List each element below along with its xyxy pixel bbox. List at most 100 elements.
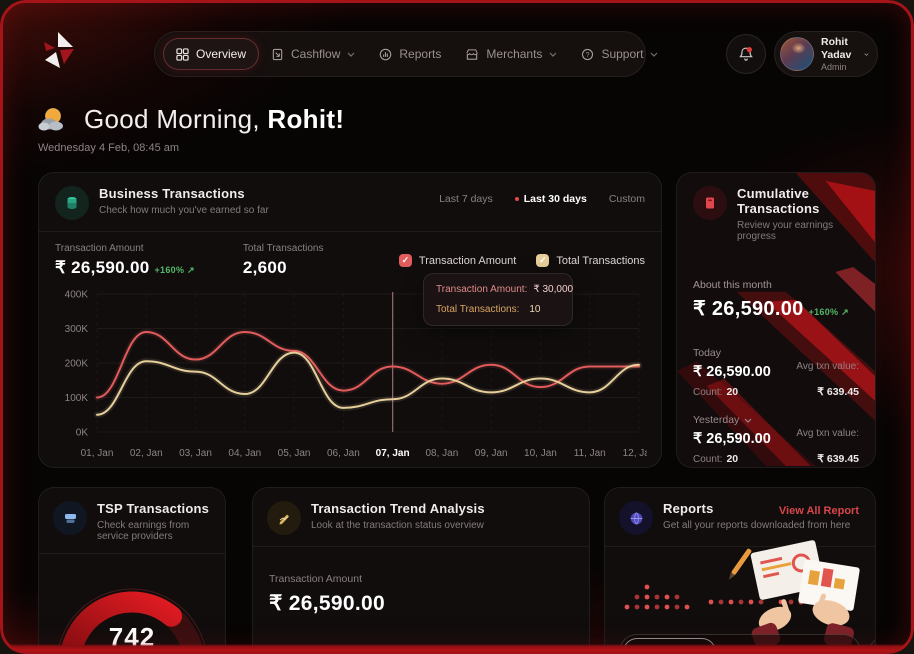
gst-invoices-bar: Gst Invoices <box>619 634 875 654</box>
svg-text:05, Jan: 05, Jan <box>278 448 311 459</box>
nav-item-overview[interactable]: Overview <box>163 38 260 70</box>
cumulative-transactions-card: Cumulative Transactions Review your earn… <box>676 172 876 468</box>
yesterday-count: Count: 20 <box>693 453 739 465</box>
today-count: Count: 20 <box>693 386 739 398</box>
support-icon: ? <box>582 48 594 60</box>
delta-badge: +160% ↗ <box>808 307 849 317</box>
legend-transaction-amount[interactable]: ✓ Transaction Amount <box>398 254 516 267</box>
nav-item-reports[interactable]: Reports <box>367 39 453 69</box>
card-subtitle: Review your earnings progress <box>737 220 834 242</box>
main-nav: Overview Cashflow Reports Merchan <box>154 31 658 77</box>
avatar <box>780 37 814 71</box>
globe-icon <box>619 501 653 535</box>
today-label: Today <box>693 347 722 359</box>
today-amount: ₹ 26,590.00 <box>693 364 771 380</box>
tooltip-count-value: 10 <box>529 304 541 315</box>
stat-transaction-amount: Transaction Amount ₹ 26,590.00 +160% ↗ <box>55 243 195 278</box>
card-subtitle: Get all your reports downloaded from her… <box>663 520 851 531</box>
bell-icon <box>739 46 753 61</box>
svg-text:100K: 100K <box>65 393 89 404</box>
range-custom[interactable]: Custom <box>608 193 645 205</box>
chevron-down-icon <box>744 418 752 423</box>
card-title: Business Transactions <box>99 186 245 201</box>
chevron-down-icon <box>864 52 869 56</box>
card-subtitle: Look at the transaction status overview <box>311 520 484 531</box>
user-role: Admin <box>821 62 847 73</box>
card-title: Reports <box>663 501 714 516</box>
divider <box>253 546 589 547</box>
legend-total-transactions[interactable]: ✓ Total Transactions <box>536 254 645 267</box>
card-title: Transaction Trend Analysis <box>311 501 485 516</box>
delta-badge: +160% ↗ <box>154 265 195 275</box>
checkbox-checked-icon: ✓ <box>536 254 550 267</box>
tooltip-count-label: Total Transactions: <box>436 304 520 315</box>
svg-text:09, Jan: 09, Jan <box>475 448 508 459</box>
svg-text:12, Jan: 12, Jan <box>623 448 647 459</box>
coins-icon <box>55 186 89 220</box>
user-menu[interactable]: Rohit Yadav Admin <box>774 31 878 77</box>
brand-logo-icon <box>44 32 74 68</box>
transactions-line-chart[interactable]: 0K 100K 200K 300K 400K 01, Jan 02, Jan 03, Jan 0… <box>39 282 661 467</box>
reports-illustration-area <box>605 540 875 645</box>
avg-label: Avg txn value: <box>796 361 859 372</box>
checkbox-checked-icon: ✓ <box>398 254 412 267</box>
nav-item-support[interactable]: ? Support <box>569 39 670 69</box>
svg-text:01, Jan: 01, Jan <box>81 448 114 459</box>
svg-text:08, Jan: 08, Jan <box>426 448 459 459</box>
view-all-reports-link[interactable]: View All Report <box>778 505 859 517</box>
gst-invoices-button[interactable]: Gst Invoices <box>623 638 717 654</box>
range-last-7-days[interactable]: Last 7 days <box>439 193 493 205</box>
tooltip-amount-value: ₹ 30,000 <box>533 284 574 295</box>
svg-text:200K: 200K <box>65 359 89 370</box>
chevron-down-icon <box>347 52 355 57</box>
nav-label-support: Support <box>601 47 644 61</box>
pen-chart-icon <box>267 501 301 535</box>
greeting-block: Good Morning, Rohit! Wednesday 4 Feb, 08… <box>38 104 344 154</box>
nav-item-merchants[interactable]: Merchants <box>453 39 569 69</box>
transaction-trend-card: Transaction Trend Analysis Look at the t… <box>252 487 590 654</box>
gst-invoices-input[interactable] <box>716 646 869 654</box>
divider <box>605 546 875 547</box>
nav-label-overview: Overview <box>196 47 247 61</box>
business-transactions-card: Business Transactions Check how much you… <box>38 172 662 468</box>
hands-papers-illustration <box>728 540 860 645</box>
month-amount: ₹ 26,590.00 +160% ↗ <box>693 298 849 320</box>
nav-label-merchants: Merchants <box>486 47 543 61</box>
svg-text:06, Jan: 06, Jan <box>327 448 360 459</box>
greeting-date: Wednesday 4 Feb, 08:45 am <box>38 142 180 154</box>
nav-item-cashflow[interactable]: Cashflow <box>259 39 367 69</box>
svg-text:03, Jan: 03, Jan <box>179 448 212 459</box>
range-selector: Last 7 days Last 30 days Custom <box>439 193 645 205</box>
transactions-gauge: 742 Transactions <box>39 560 225 654</box>
divider <box>39 231 661 232</box>
today-section: Today ₹ 26,590.00 Count: 20 Avg txn value… <box>693 347 859 398</box>
svg-text:300K: 300K <box>65 324 89 335</box>
wallet-icon <box>693 186 727 220</box>
service-box-icon <box>53 501 87 535</box>
svg-text:400K: 400K <box>65 290 89 301</box>
gauge-value: 742 <box>108 622 156 652</box>
notifications-button[interactable] <box>726 34 766 74</box>
card-title: TSP Transactions <box>97 501 210 516</box>
svg-text:0K: 0K <box>76 428 89 439</box>
svg-text:11, Jan: 11, Jan <box>574 448 606 459</box>
svg-text:07, Jan: 07, Jan <box>376 448 410 459</box>
tooltip-amount-label: Transaction Amount: <box>436 284 528 295</box>
card-title: Cumulative Transactions <box>737 186 820 216</box>
chart-legend: ✓ Transaction Amount ✓ Total Transaction… <box>398 254 645 267</box>
card-subtitle: Check earnings from service providers <box>97 520 190 542</box>
chevron-down-icon <box>651 52 658 57</box>
stat-label: Total Transactions <box>242 243 324 254</box>
svg-text:?: ? <box>586 51 590 58</box>
trend-amount: ₹ 26,590.00 <box>269 592 385 615</box>
chart-tooltip: Transaction Amount: ₹ 30,000 Total Trans… <box>423 273 573 326</box>
range-last-30-days[interactable]: Last 30 days <box>515 193 587 205</box>
yesterday-dropdown[interactable]: Yesterday <box>693 414 859 426</box>
stat-value: 2,600 <box>242 258 287 277</box>
nav-label-reports: Reports <box>399 47 442 61</box>
month-label: About this month <box>693 279 772 291</box>
svg-text:10, Jan: 10, Jan <box>524 448 557 459</box>
greeting-name: Rohit! <box>267 104 345 134</box>
svg-text:02, Jan: 02, Jan <box>130 448 163 459</box>
